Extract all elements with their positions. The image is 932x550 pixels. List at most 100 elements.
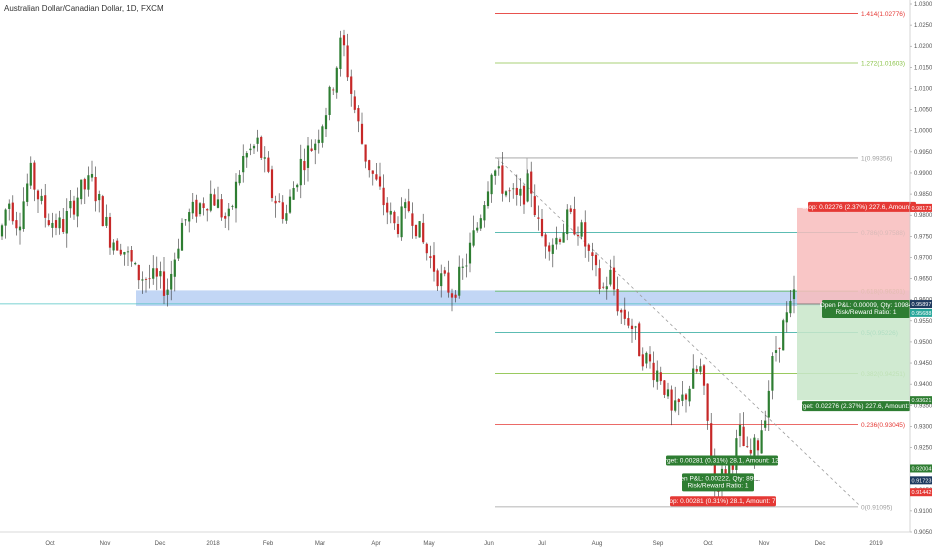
target-upper-box <box>802 401 910 412</box>
x-tick-label: Dec <box>815 541 826 547</box>
candle-body <box>684 394 688 400</box>
candle-body <box>634 326 637 328</box>
stop-upper-text: Stop: 0.02276 (2.37%) 227.6, Amount: 75 <box>802 204 922 211</box>
candle-body <box>598 268 601 290</box>
stop-zone <box>797 207 910 305</box>
candle-body <box>281 202 284 220</box>
candle-body <box>166 289 169 295</box>
x-tick-label: Nov <box>759 541 770 547</box>
candle-body <box>530 171 533 194</box>
candle-body <box>476 227 479 231</box>
y-tick-label: 1.00500 <box>914 108 932 114</box>
candle-body <box>256 137 259 144</box>
candles-layer <box>0 29 796 506</box>
candle-body <box>591 252 594 256</box>
candle-body <box>80 179 83 200</box>
candle-body <box>44 195 47 218</box>
candle-body <box>771 356 774 391</box>
candle-body <box>213 194 216 206</box>
candle-body <box>432 255 436 272</box>
candle-body <box>756 440 760 451</box>
candle-body <box>87 175 90 190</box>
candle-body <box>753 437 756 456</box>
fib-level-label: 1.414(1.02776) <box>861 11 905 18</box>
candle-body <box>130 250 133 262</box>
candle-body <box>641 354 644 367</box>
price-badge <box>910 300 932 309</box>
x-tick-label: 2018 <box>206 541 220 547</box>
price-badge-label: 0.93621 <box>912 398 932 404</box>
candle-body <box>652 362 655 381</box>
candle-body <box>170 273 173 290</box>
candle-body <box>314 143 317 151</box>
candle-body <box>342 35 346 46</box>
x-tick-label: Nov <box>100 541 111 547</box>
candle-body <box>224 215 227 219</box>
candle-body <box>317 139 320 144</box>
candle-body <box>263 157 266 159</box>
candle-body <box>382 187 385 206</box>
candle-body <box>112 242 115 251</box>
candle-body <box>677 399 680 403</box>
candle-body <box>573 208 576 235</box>
candle-body <box>670 389 673 411</box>
candle-body <box>674 400 677 411</box>
candle-body <box>576 235 580 237</box>
candle-body <box>429 256 432 259</box>
y-tick-label: 1.03000 <box>914 2 932 8</box>
candle-body <box>94 176 97 202</box>
candle-body <box>116 240 119 251</box>
candle-body <box>440 273 443 287</box>
target-lower-text: Target: 0.00281 (0.31%) 28.1, Amount: 12… <box>658 457 786 464</box>
candle-body <box>602 286 605 288</box>
candle-body <box>702 365 706 386</box>
candle-body <box>465 265 468 267</box>
candle-body <box>515 187 518 195</box>
candle-body <box>22 201 25 230</box>
candle-body <box>749 449 752 454</box>
candle-body <box>134 262 137 265</box>
price-badge <box>910 396 932 405</box>
candle-body <box>533 196 536 216</box>
candle-body <box>710 423 713 465</box>
candle-body <box>90 173 94 178</box>
candle-body <box>173 259 176 277</box>
candle-body <box>422 222 425 243</box>
candle-body <box>378 176 382 187</box>
candle-body <box>368 160 371 171</box>
candle-body <box>209 193 212 211</box>
candle-body <box>371 170 374 174</box>
candle-body <box>699 366 702 372</box>
candle-body <box>245 153 248 158</box>
candle-body <box>508 190 511 192</box>
x-tick-label: 2019 <box>869 541 883 547</box>
candle-body <box>72 200 76 215</box>
candle-body <box>234 181 238 209</box>
candle-body <box>537 217 540 219</box>
candle-body <box>566 209 569 235</box>
candle-body <box>443 270 446 274</box>
candle-body <box>227 208 230 217</box>
candle-body <box>350 76 353 94</box>
candle-body <box>8 203 11 209</box>
candle-body <box>735 438 738 471</box>
candle-body <box>587 244 590 251</box>
candle-body <box>742 426 745 447</box>
candle-body <box>620 309 623 313</box>
target-lower-box <box>666 455 778 466</box>
candle-body <box>645 352 648 364</box>
x-tick-label: Jun <box>484 541 494 547</box>
price-badge <box>910 476 932 485</box>
candle-body <box>411 213 414 226</box>
candle-body <box>692 368 695 389</box>
price-badge <box>910 203 932 212</box>
open-lower-text: Open P&L: 0.00222, Qty: 89967 <box>672 475 765 482</box>
candle-body <box>123 251 126 255</box>
candle-body <box>76 197 79 217</box>
